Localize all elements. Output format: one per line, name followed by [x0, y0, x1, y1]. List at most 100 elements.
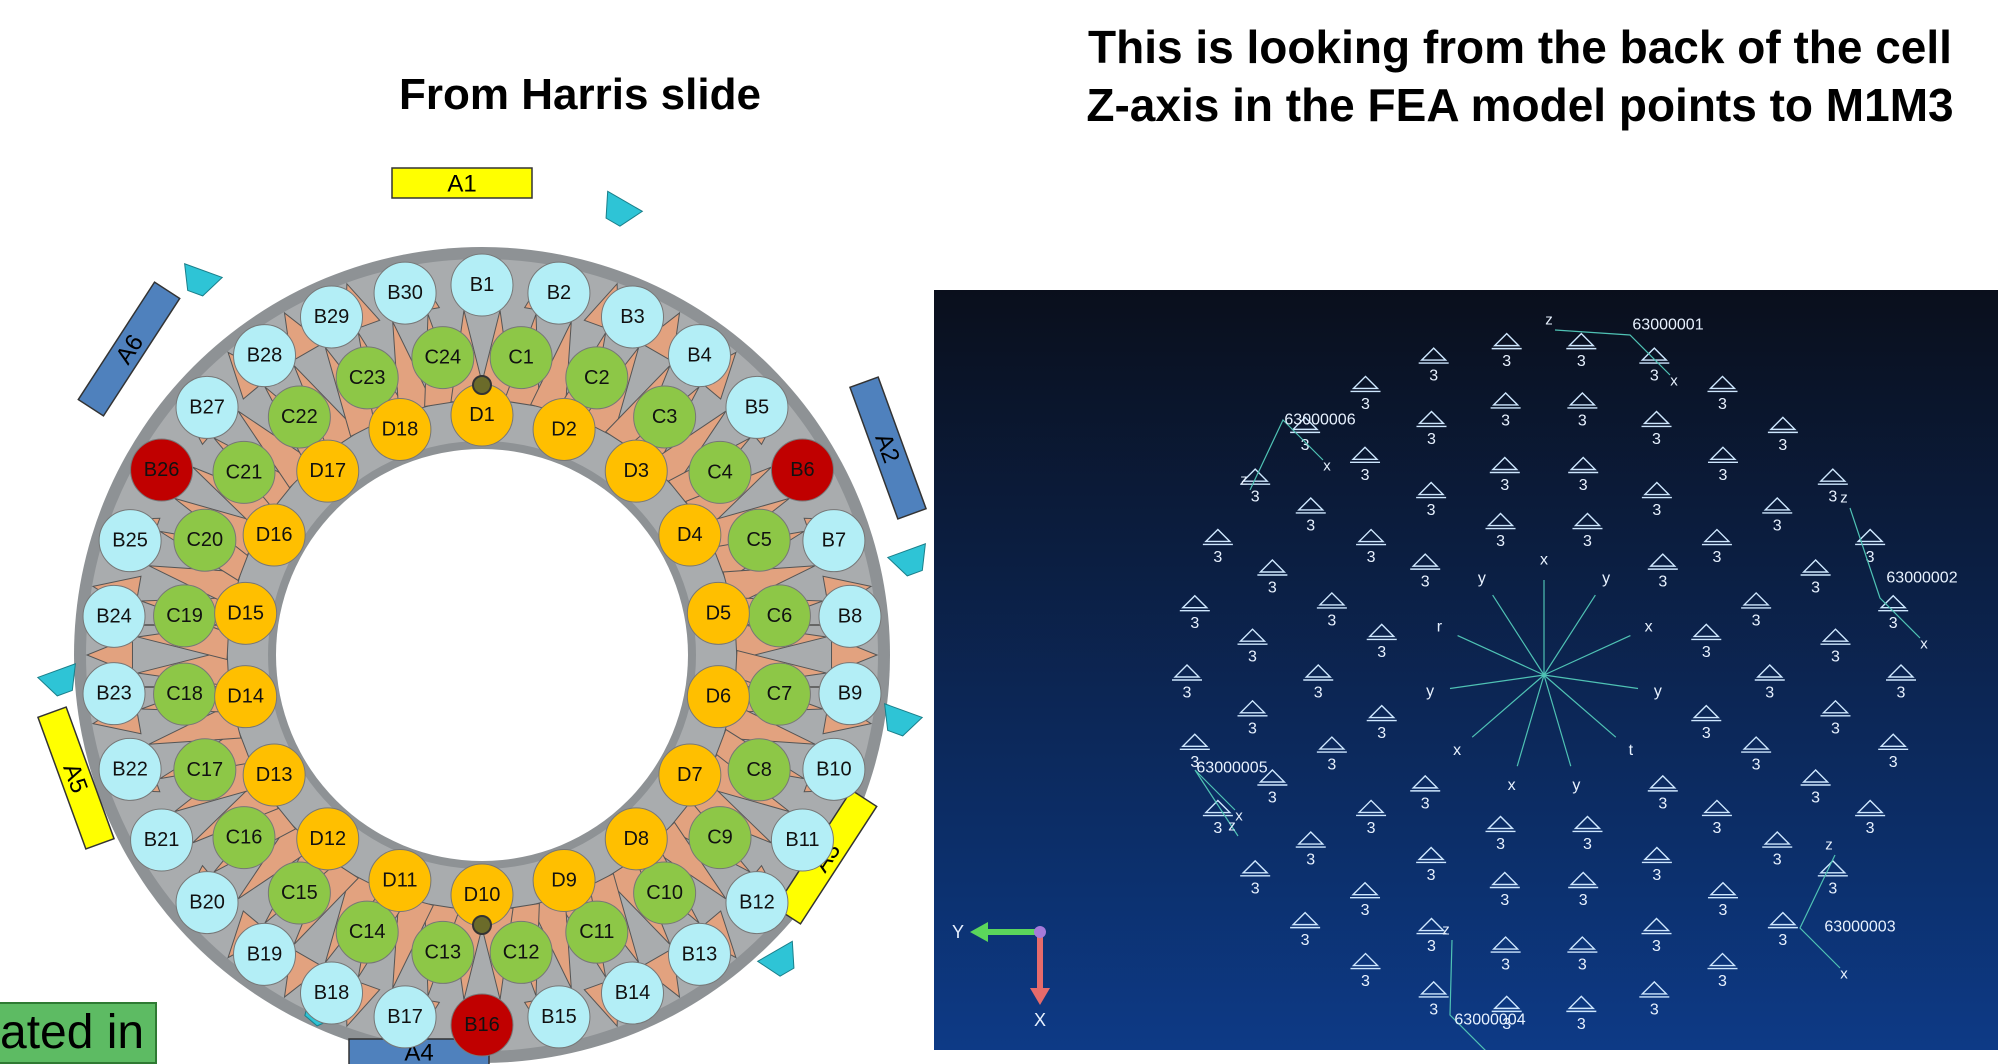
support-num: 3: [1712, 820, 1721, 837]
triangle: [1181, 594, 1209, 609]
leader-line: [1449, 939, 1486, 1050]
support-disk: [335, 346, 399, 410]
support-disk: [565, 900, 629, 964]
triangle: [1856, 528, 1884, 543]
support-label: D6: [706, 686, 732, 708]
support-symbol: 3: [1491, 995, 1522, 1033]
actuator-label: A1: [447, 171, 476, 198]
node-axis: z: [1240, 472, 1248, 489]
support-disk: [212, 806, 276, 870]
support-disk: [633, 385, 697, 449]
spoke: [1543, 674, 1617, 738]
triangle: [1419, 980, 1448, 995]
triangle: [1258, 559, 1287, 573]
support-num: 3: [1773, 517, 1782, 534]
node-axis: x: [1235, 808, 1243, 825]
triangle: [1573, 815, 1602, 830]
support-disk: [727, 738, 791, 802]
support-disk: [633, 861, 697, 925]
support-label: B18: [314, 982, 350, 1004]
support-disk: [818, 662, 882, 726]
triangle: [1486, 815, 1515, 830]
triangle: [1692, 623, 1720, 638]
support-symbol: 3: [1641, 846, 1672, 884]
support-b22: B22: [98, 737, 162, 801]
support-symbol: 3: [1179, 733, 1210, 771]
support-symbol: 3: [1820, 699, 1851, 737]
triangle: [1567, 332, 1596, 347]
clip-shape: [756, 940, 795, 977]
support-disk: [527, 261, 591, 325]
support-label: D15: [227, 602, 264, 624]
support-b4: B4: [667, 324, 731, 388]
support-b12: B12: [725, 871, 789, 935]
triangle: [1756, 664, 1784, 678]
support-num: 3: [1578, 412, 1587, 429]
support-d10: D10: [450, 863, 514, 927]
support-num: 3: [1361, 902, 1370, 919]
actuator-pad: [849, 376, 927, 520]
triangle: [1368, 623, 1396, 638]
node-axis: x: [1670, 373, 1678, 390]
support-disk: [604, 439, 668, 503]
support-symbol: 3: [1356, 799, 1387, 837]
support-label: D16: [256, 524, 293, 546]
triangle: [1318, 591, 1346, 606]
leader-line: [1194, 769, 1239, 837]
support-disk: [214, 665, 278, 729]
support-label: D8: [623, 828, 649, 850]
x-arrowhead: [1030, 988, 1050, 1005]
support-symbol: 3: [1855, 799, 1886, 837]
support-symbol: 3: [1489, 456, 1520, 494]
support-symbol: 3: [1707, 881, 1738, 919]
support-b8: B8: [818, 584, 882, 648]
support-c11: C11: [565, 900, 629, 964]
support-c18: C18: [153, 662, 217, 726]
support-disk: [770, 808, 834, 872]
support-b29: B29: [300, 285, 364, 349]
triangle: [1204, 799, 1232, 814]
support-label: B6: [790, 459, 814, 481]
support-symbol: 3: [1800, 559, 1831, 596]
node-axis: z: [1545, 312, 1553, 329]
support-label: C1: [508, 347, 534, 369]
support-num: 3: [1183, 685, 1192, 702]
support-label: C13: [424, 941, 461, 963]
support-label: C11: [579, 921, 614, 943]
support-disk: [212, 440, 276, 504]
support-symbol: 3: [1172, 664, 1202, 702]
spoke-label: t: [1629, 742, 1634, 759]
support-num: 3: [1361, 467, 1370, 484]
support-label: B2: [547, 282, 571, 304]
support-d3: D3: [604, 439, 668, 503]
support-num: 3: [1897, 685, 1906, 702]
support-c10: C10: [633, 861, 697, 925]
support-num: 3: [1712, 549, 1721, 566]
spoke: [1449, 674, 1545, 690]
clip-shape: [36, 663, 76, 697]
spoke: [1457, 634, 1545, 676]
support-num: 3: [1367, 820, 1376, 837]
clip-shape: [184, 263, 224, 297]
triangle: [1297, 496, 1325, 511]
support-symbol: 3: [1767, 911, 1798, 949]
support-label: B4: [687, 345, 711, 367]
triangle: [1351, 375, 1380, 390]
support-num: 3: [1248, 720, 1257, 737]
spoke: [1543, 674, 1639, 690]
support-symbol: 3: [1237, 699, 1268, 737]
triangle: [1411, 553, 1439, 567]
support-symbol: 3: [1490, 391, 1521, 429]
triangle: [1642, 410, 1671, 425]
spoke: [1543, 634, 1631, 676]
support-label: B28: [247, 345, 283, 367]
triangle: [1241, 468, 1269, 482]
support-label: D2: [551, 418, 577, 440]
support-label: C20: [186, 529, 223, 551]
triangle: [1801, 769, 1830, 783]
support-label: D9: [551, 870, 577, 892]
triangle: [1763, 831, 1791, 845]
triangle: [1879, 733, 1907, 747]
support-num: 3: [1828, 880, 1837, 897]
support-disk: [450, 253, 514, 317]
